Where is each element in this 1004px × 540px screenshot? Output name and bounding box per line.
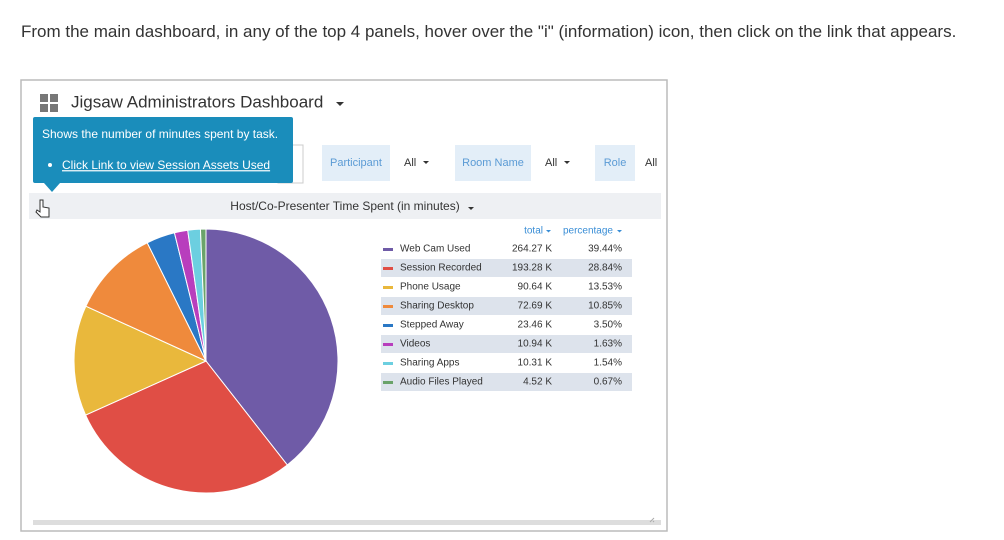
pie-slice (199, 228, 207, 362)
instruction: From the main dashboard, in any of the t… (21, 22, 957, 41)
percentage-cell: 3.50% (594, 320, 622, 331)
caret (564, 161, 570, 164)
legend-swatch (383, 286, 393, 289)
caret (468, 207, 474, 210)
legend-label: Phone Usage (400, 282, 461, 293)
legend-label: Sharing Apps (400, 358, 460, 369)
percentage-cell: 39.44% (588, 244, 622, 255)
tooltip (33, 117, 293, 192)
resize-handle (649, 517, 655, 523)
pie-slice (84, 360, 288, 494)
row-shade (381, 373, 632, 391)
legend-swatch (383, 343, 393, 346)
column-header: percentage (563, 226, 613, 237)
row-shade (381, 297, 632, 315)
filter-label-box (322, 145, 390, 181)
column-header: total (524, 226, 543, 237)
filter-value[interactable]: All (645, 157, 657, 169)
total-cell: 90.64 K (518, 282, 553, 293)
legend-label: Videos (400, 339, 430, 350)
caret (336, 102, 344, 106)
total-cell: 264.27 K (512, 244, 552, 255)
caret (546, 230, 551, 233)
total-cell: 4.52 K (523, 377, 552, 388)
filter-value[interactable]: All (404, 157, 416, 169)
panel-title: Host/Co-Presenter Time Spent (in minutes… (230, 199, 459, 213)
total-cell: 72.69 K (518, 301, 553, 312)
legend-swatch (383, 324, 393, 327)
pie-slice (205, 228, 339, 466)
pie-slice (85, 242, 208, 363)
legend-label: Stepped Away (400, 320, 464, 331)
total-cell: 23.46 K (518, 320, 553, 331)
panel-header (29, 193, 661, 219)
dashboard-icon (40, 94, 58, 112)
bullet (48, 163, 52, 167)
filter-label: Role (604, 157, 627, 169)
filter-label: Room Name (462, 157, 524, 169)
legend-swatch (383, 267, 393, 270)
tooltip-text: Shows the number of minutes spent by tas… (42, 127, 278, 141)
percentage-cell: 13.53% (588, 282, 622, 293)
dashboard-title[interactable]: Jigsaw Administrators Dashboard (71, 92, 323, 111)
legend-swatch (383, 248, 393, 251)
row-shade (381, 335, 632, 353)
filter-label-box (595, 145, 635, 181)
legend-label: Web Cam Used (400, 244, 470, 255)
percentage-cell: 28.84% (588, 263, 622, 274)
tooltip-link[interactable]: Click Link to view Session Assets Used (62, 158, 270, 172)
total-cell: 10.94 K (518, 339, 553, 350)
caret (423, 161, 429, 164)
hand-cursor (35, 199, 50, 218)
percentage-cell: 10.85% (588, 301, 622, 312)
filter-label: Participant (330, 157, 382, 169)
row-shade (381, 259, 632, 277)
shadow (33, 520, 661, 525)
legend-label: Session Recorded (400, 263, 482, 274)
filter-value[interactable]: All (545, 157, 557, 169)
pie-slice (73, 305, 208, 416)
caret (617, 230, 622, 233)
legend-swatch (383, 381, 393, 384)
total-cell: 193.28 K (512, 263, 552, 274)
percentage-cell: 1.63% (594, 339, 622, 350)
filter-label-box (455, 145, 531, 181)
legend-swatch (383, 305, 393, 308)
legend-label: Sharing Desktop (400, 301, 474, 312)
total-cell: 10.31 K (518, 358, 553, 369)
percentage-cell: 1.54% (594, 358, 622, 369)
legend-label: Audio Files Played (400, 377, 483, 388)
percentage-cell: 0.67% (594, 377, 622, 388)
legend-swatch (383, 362, 393, 365)
